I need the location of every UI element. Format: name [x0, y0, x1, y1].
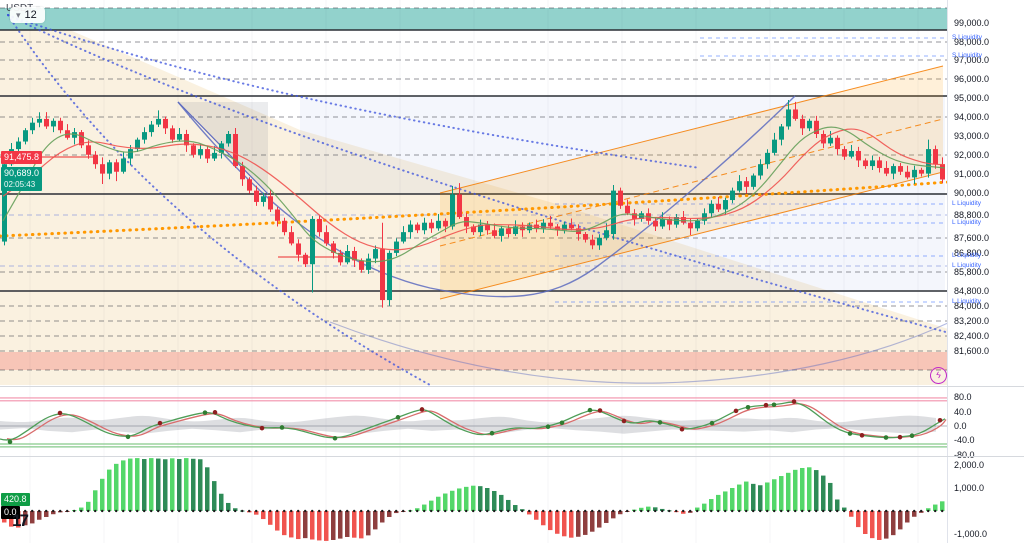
- liquidity-label: L Liquidity: [952, 298, 982, 305]
- price-tick: 98,000.0: [954, 36, 990, 47]
- price-tick: 97,000.0: [954, 55, 990, 66]
- oscillator-panel: [0, 397, 947, 448]
- price-tick: 84,800.0: [954, 285, 990, 296]
- horizontal-levels: [0, 7, 947, 371]
- liquidity-label: L Liquidity: [952, 219, 982, 226]
- liquidity-label: L Liquidity: [952, 252, 982, 259]
- oscillator-tick: 40.0: [954, 406, 972, 417]
- oscillator-tick: -80.0: [954, 449, 975, 460]
- bar-countdown: 02:05:43: [4, 180, 36, 189]
- price-tick: 84,000.0: [954, 300, 990, 311]
- price-tick: 94,000.0: [954, 112, 990, 122]
- histogram-panel: [2, 458, 945, 541]
- histogram-zero-badge: 0.0: [1, 506, 20, 519]
- histogram-value-badge: 420.8: [1, 493, 30, 506]
- price-tick: 87,600.0: [954, 232, 990, 243]
- price-tick: 92,000.0: [954, 149, 990, 160]
- price-tick: 91,000.0: [954, 168, 990, 179]
- ma-price-badge: 91,475.8: [1, 151, 43, 164]
- liquidity-label: S Liquidity: [952, 34, 982, 41]
- histogram-tick: 2,000.0: [954, 460, 985, 470]
- last-price-value: 90,689.0: [4, 168, 40, 178]
- price-tick: 95,000.0: [954, 93, 990, 104]
- histogram-tick: 1,000.0: [954, 483, 985, 493]
- oscillator-tick: 0.0: [954, 421, 967, 431]
- liquidity-label: L Liquidity: [952, 262, 982, 269]
- price-tick: 85,800.0: [954, 266, 990, 277]
- chevron-down-icon: ▾: [16, 9, 21, 20]
- panel-separator[interactable]: [0, 386, 1024, 387]
- price-axis[interactable]: 99,000.0 98,000.0 97,000.0 96,000.0 95,000.0…: [947, 0, 1024, 543]
- oscillator-tick: -40.0: [954, 435, 975, 446]
- last-price-badge: 90,689.0 02:05:43: [1, 167, 43, 191]
- price-tick: 83,200.0: [954, 315, 990, 326]
- panel-separator[interactable]: [0, 456, 1024, 457]
- moving-averages: [2, 126, 946, 263]
- price-tick: 82,400.0: [954, 330, 990, 341]
- price-tick: 86,800.0: [954, 247, 990, 258]
- price-tick: 81,600.0: [954, 346, 990, 357]
- price-tick: 99,000.0: [954, 17, 990, 28]
- price-tick: 96,000.0: [954, 74, 990, 85]
- chart-canvas[interactable]: [0, 0, 947, 543]
- liquidity-label: L Liquidity: [952, 200, 982, 207]
- oscillator-tick: 80.0: [954, 392, 972, 403]
- liquidity-label: S Liquidity: [952, 52, 982, 59]
- tradingview-logo[interactable]: 17: [12, 511, 29, 530]
- legend-interval-chip[interactable]: ▾ 12: [10, 7, 45, 23]
- price-tick: 90,000.0: [954, 187, 990, 198]
- price-tick: 93,000.0: [954, 130, 990, 141]
- interval-label: 12: [24, 9, 37, 21]
- histogram-tick: -1,000.0: [954, 529, 988, 539]
- price-tick: 88,800.0: [954, 210, 990, 221]
